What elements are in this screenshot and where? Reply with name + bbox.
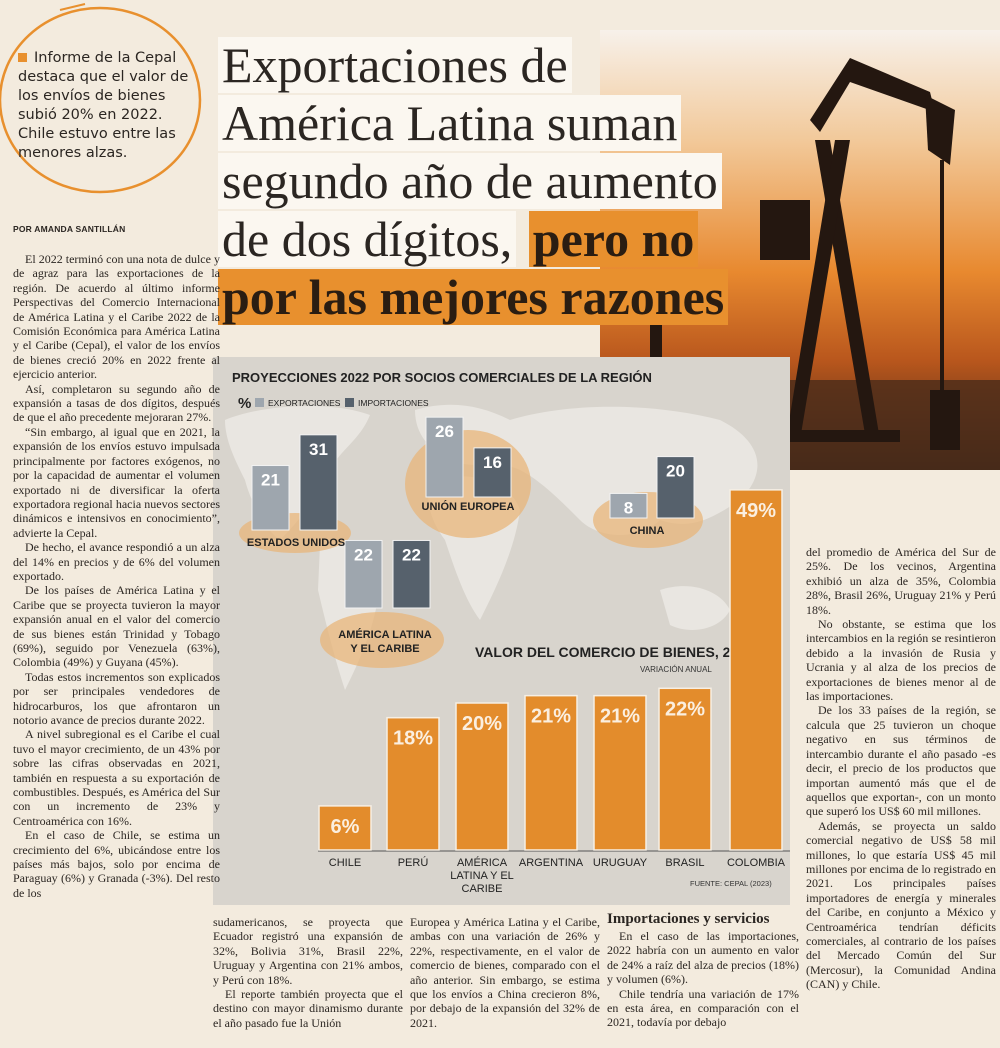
note-stroke (59, 3, 86, 11)
category-label: CHILE (328, 857, 362, 869)
bar-value-label: 22 (354, 545, 373, 564)
paragraph: El reporte también proyecta que el desti… (213, 987, 403, 1030)
bar (392, 539, 431, 609)
byline: POR AMANDA SANTILLÁN (13, 224, 126, 234)
headline-line: de dos dígitos, (218, 211, 517, 267)
headline-line: segundo año de aumento (218, 153, 722, 209)
sidebar-note: Informe de la Cepal destaca que el valor… (18, 50, 189, 161)
bar-value-label: 21 (261, 471, 280, 490)
paragraph: Así, completaron su segundo año de expan… (13, 381, 220, 425)
note-circle (0, 6, 202, 194)
headline-line: América Latina suman (218, 95, 682, 151)
headline-highlight: por las mejores razones (218, 269, 729, 325)
category-label: ESTADOS UNIDOS (246, 537, 346, 549)
bar (455, 702, 509, 851)
paragraph: En el caso de las importaciones, 2022 ha… (607, 929, 799, 987)
category-label: CHINA (629, 525, 665, 537)
category-label: URUGUAY (592, 857, 648, 869)
bar (344, 539, 383, 609)
bar (299, 434, 338, 531)
note-bullet (18, 53, 27, 62)
paragraph: No obstante, se estima que los intercamb… (806, 617, 996, 704)
category-label: AMÉRICA LATINA Y EL CARIBE (450, 857, 514, 895)
bar-value-label: 20 (666, 462, 685, 481)
pumpjack (650, 58, 960, 450)
bar (251, 465, 290, 531)
paragraph: De los 33 países de la región, se calcul… (806, 703, 996, 819)
bar-value-label: 21% (600, 706, 640, 728)
paragraph: Europea y América Latina y el Caribe, am… (410, 915, 600, 1030)
section-heading: Importaciones y servicios (607, 911, 770, 927)
bar-value-label: 26 (435, 422, 454, 441)
chart-source: FUENTE: CEPAL (2023) (690, 879, 772, 888)
bar (318, 805, 372, 851)
legend-swatch (255, 398, 264, 407)
paragraph: Además, se proyecta un saldo comercial n… (806, 818, 996, 992)
bar (729, 489, 783, 851)
bar-value-label: 31 (309, 440, 328, 459)
bar-value-label: 6% (331, 816, 360, 838)
bar-value-label: 20% (462, 713, 502, 735)
bar (386, 716, 440, 851)
paragraph: “Sin embargo, al igual que en 2021, la e… (13, 424, 220, 540)
paragraph: A nivel subregional es el Caribe el cual… (13, 727, 220, 828)
bar-value-label: 21% (531, 706, 571, 728)
bar-value-label: 22% (665, 698, 705, 720)
bar-value-label: 18% (393, 728, 433, 750)
bar (425, 416, 464, 498)
legend-swatch (345, 398, 354, 407)
region-highlight (405, 430, 531, 538)
headline-line: Exportaciones de (218, 37, 572, 93)
legend-label: IMPORTACIONES (358, 398, 429, 408)
bar-value-label: 22 (402, 545, 421, 564)
paragraph: De hecho, el avance respondió a un alza … (13, 540, 220, 583)
article-column: El 2022 terminó con una nota de dulce y … (13, 252, 220, 1042)
paragraph: El 2022 terminó con una nota de dulce y … (13, 252, 220, 382)
bar-value-label: 8 (624, 498, 633, 517)
category-label: AMÉRICA LATINA Y EL CARIBE (338, 629, 432, 655)
chart-title: VALOR DEL COMERCIO DE BIENES, 2022 (475, 644, 754, 660)
bar (656, 456, 695, 519)
headline-highlight: pero no (528, 211, 699, 267)
legend-label: EXPORTACIONES (268, 398, 341, 408)
bar (524, 694, 578, 851)
paragraph: Todas estos incrementos son explicados p… (13, 669, 220, 727)
article-column: Europea y América Latina y el Caribe, am… (410, 915, 600, 1043)
article-column: sudamericanos, se proyecta que Ecuador r… (213, 915, 403, 1043)
unit-label: % (238, 395, 251, 412)
chart-title: PROYECCIONES 2022 POR SOCIOS COMERCIALES… (232, 370, 652, 385)
bar (609, 492, 648, 519)
paragraph: del promedio de América del Sur de 25%. … (806, 545, 996, 617)
category-label: ARGENTINA (518, 857, 584, 869)
article-column: del promedio de América del Sur de 25%. … (806, 545, 996, 1042)
bar (473, 447, 512, 498)
category-label: BRASIL (665, 857, 705, 869)
paragraph: De los países de América Latina y el Car… (13, 583, 220, 670)
category-label: UNIÓN EUROPEA (421, 501, 515, 513)
paragraph: sudamericanos, se proyecta que Ecuador r… (213, 915, 403, 987)
category-label: PERÚ (397, 857, 429, 869)
category-label: COLOMBIA (726, 857, 786, 869)
bar (658, 687, 712, 851)
article-column: Importaciones y servicios En el caso de l… (607, 911, 799, 1043)
chart-subtitle: VARIACIÓN ANUAL (640, 665, 712, 674)
bar-value-label: 49% (736, 500, 776, 522)
bar-value-label: 16 (483, 453, 502, 472)
region-highlight (320, 612, 444, 668)
paragraph: Chile tendría una variación de 17% en es… (607, 986, 799, 1030)
paragraph: En el caso de Chile, se estima un crecim… (13, 828, 220, 900)
bar (593, 694, 647, 851)
headline: Exportaciones de América Latina suman segu… (218, 36, 818, 326)
